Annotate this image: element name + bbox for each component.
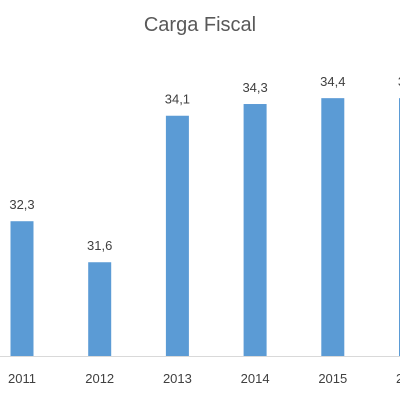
x-tick-label-2014: 2014 xyxy=(241,371,270,386)
bar-2013 xyxy=(165,115,189,357)
x-tick-label-2011: 2011 xyxy=(8,371,36,386)
bar-2015 xyxy=(321,98,345,356)
x-tick-label-2012: 2012 xyxy=(85,371,114,386)
data-label-2012: 31,6 xyxy=(87,238,112,253)
chart-title: Carga Fiscal xyxy=(143,14,257,36)
data-label-2011: 32,3 xyxy=(9,197,34,212)
bar-2012 xyxy=(88,262,112,356)
x-tick-label-2013: 2013 xyxy=(163,371,192,386)
data-label-2015: 34,4 xyxy=(320,74,345,89)
bar-2011 xyxy=(10,221,34,356)
data-label-2016: 34,4 xyxy=(398,74,400,89)
x-tick-label-2016: 2016 xyxy=(396,371,400,386)
x-tick-label-2015: 2015 xyxy=(318,371,347,386)
bar-2014 xyxy=(243,104,267,357)
data-label-2013: 34,1 xyxy=(165,92,190,107)
data-label-2014: 34,3 xyxy=(242,80,267,95)
